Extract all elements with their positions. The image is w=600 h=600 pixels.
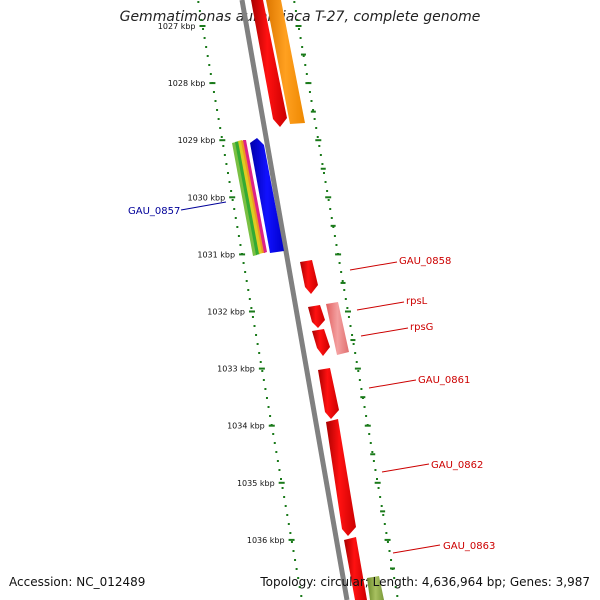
tick-label-1036: 1036 kbp [247,536,285,545]
leader-rpsl [356,301,405,311]
map-title: Gemmatimonas aurantiaca T-27, complete g… [119,9,481,25]
tick-label-1033: 1033 kbp [217,365,255,374]
summary-text: Topology: circular; Length: 4,636,964 bp… [260,575,590,589]
tick-label-1032: 1032 kbp [207,308,245,317]
tick-labels: 1027 kbp 1028 kbp 1029 kbp 1030 kbp 1031 kbp… [158,22,285,545]
gene-gau-0857-yellow [238,140,263,254]
gene-blue [250,138,284,253]
leader-gau-0863 [392,544,441,554]
tick-label-1034: 1034 kbp [227,422,265,431]
label-gau-0862: GAU_0862 [431,460,483,471]
gene-rpsg-left [312,329,330,356]
leader-gau-0857 [180,201,227,211]
gene-orange-top [266,0,305,124]
leader-gau-0861 [368,379,417,389]
gene-gau-0862 [326,419,356,536]
gene-gau-0863 [344,537,367,600]
leader-rpsg [360,327,409,337]
gene-rpsl [308,305,325,328]
forward-strand-features [251,0,384,600]
gene-gau-0857-magenta [243,140,267,253]
gene-rpsg [326,302,349,355]
leader-gau-0862 [381,463,430,473]
leader-gau-0858 [349,261,398,271]
label-leaders [180,201,441,554]
label-gau-0858: GAU_0858 [399,256,451,267]
label-gau-0863: GAU_0863 [443,541,495,552]
genome-backbone [239,0,350,600]
tick-label-1031: 1031 kbp [197,250,235,259]
gene-gau-0857-green1 [232,142,257,256]
tick-label-1030: 1030 kbp [187,193,225,202]
gene-gau-0861 [318,368,339,419]
tick-label-1035: 1035 kbp [237,479,275,488]
gene-red-top [251,0,287,127]
accession-text: Accession: NC_012489 [9,575,146,589]
tick-ring [197,1,399,597]
tick-label-1028: 1028 kbp [168,79,206,88]
label-rpsg: rpsG [410,322,433,333]
gene-olive-bottom [367,576,384,600]
tick-label-1027: 1027 kbp [158,22,196,31]
gene-gau-0857-green2 [235,141,260,255]
label-rpsl: rpsL [406,296,428,307]
reverse-strand-features [232,138,284,256]
gene-labels: GAU_0857 GAU_0858 rpsL rpsG GAU_0861 GAU… [128,206,495,552]
tick-label-1029: 1029 kbp [178,136,216,145]
label-gau-0857: GAU_0857 [128,206,180,217]
gene-gau-0858 [300,260,318,294]
label-gau-0861: GAU_0861 [418,375,470,386]
